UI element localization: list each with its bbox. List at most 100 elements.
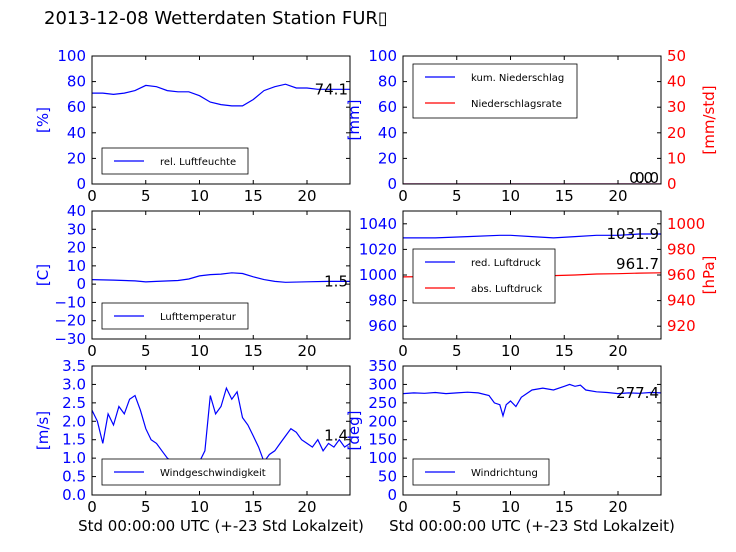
ytick-label-temperature-0: −30 — [54, 330, 86, 348]
legend-box-precip — [412, 63, 578, 119]
legend-humidity: rel. Luftfeuchte — [101, 147, 249, 175]
legend-pressure: red. Luftdruck abs. Luftdruck — [412, 248, 556, 304]
y2tick-label-precip-4: 40 — [667, 73, 686, 91]
xtick-label-winddir-4: 20 — [608, 498, 627, 516]
ytick-label-humidity-1: 20 — [67, 149, 86, 167]
ytick-label-winddir-6: 300 — [368, 375, 397, 393]
series-humidity-0 — [92, 83, 350, 107]
legend-winddir: Windrichtung — [412, 458, 550, 486]
legend-windspeed: Windgeschwindigkeit — [101, 458, 281, 486]
y2tick-label-pressure-1: 940 — [667, 292, 696, 310]
y2tick-label-pressure-3: 980 — [667, 240, 696, 258]
xtick-label-humidity-1: 5 — [141, 187, 151, 205]
ytick-label-pressure-2: 1000 — [359, 266, 397, 284]
panel-pressure: 0 5 10 15 20 960 980 1000 1020 1040 920 940 960 980 10… — [359, 210, 718, 360]
ytick-label-humidity-3: 60 — [67, 98, 86, 116]
ytick-label-pressure-4: 1040 — [359, 215, 397, 233]
axes-frame-precip — [402, 55, 662, 185]
ytick-label-precip-5: 100 — [368, 47, 397, 65]
legend-label-precip-0: kum. Niederschlag — [471, 73, 564, 84]
xtick-label-windspeed-2: 10 — [190, 498, 209, 516]
y2tick-label-precip-3: 30 — [667, 98, 686, 116]
legend-temperature: Lufttemperatur — [101, 302, 249, 330]
xtick-label-precip-2: 10 — [501, 187, 520, 205]
series-pressure-0 — [403, 233, 661, 239]
y2tick-label-precip-1: 10 — [667, 149, 686, 167]
figure-title: 2013-12-08 Wetterdaten Station FUR▯ — [44, 8, 388, 29]
y2tick-label-pressure-4: 1000 — [667, 215, 705, 233]
axes-frame-temperature — [91, 210, 351, 340]
last-value2-precip: 0.0 — [629, 169, 653, 187]
xtick-label-temperature-0: 0 — [87, 342, 97, 360]
xtick-label-pressure-0: 0 — [398, 342, 408, 360]
xlabel-windspeed: Std 00:00:00 UTC (+-23 Std Lokalzeit) — [78, 517, 364, 535]
ytick-label-winddir-2: 100 — [368, 449, 397, 467]
ytick-label-precip-0: 0 — [387, 175, 397, 193]
xtick-label-precip-0: 0 — [398, 187, 408, 205]
xtick-label-windspeed-3: 15 — [244, 498, 263, 516]
ytick-label-temperature-7: 40 — [67, 202, 86, 220]
ytick-label-temperature-5: 20 — [67, 239, 86, 257]
last-value-pressure: 1031.9 — [607, 225, 660, 243]
ytick-label-precip-4: 80 — [378, 73, 397, 91]
ytick-label-windspeed-3: 1.5 — [62, 431, 86, 449]
ytick-label-humidity-0: 0 — [76, 175, 86, 193]
ytick-label-winddir-5: 250 — [368, 394, 397, 412]
xtick-label-precip-4: 20 — [608, 187, 627, 205]
xtick-label-temperature-2: 10 — [190, 342, 209, 360]
legend-box-pressure — [412, 248, 556, 304]
xtick-label-winddir-3: 15 — [555, 498, 574, 516]
ylabel-windspeed: [m/s] — [34, 411, 52, 450]
ytick-label-winddir-3: 150 — [368, 431, 397, 449]
ytick-label-temperature-3: 0 — [76, 275, 86, 293]
legend-label-temperature-0: Lufttemperatur — [160, 312, 237, 323]
xtick-label-winddir-0: 0 — [398, 498, 408, 516]
ytick-label-temperature-4: 10 — [67, 257, 86, 275]
ytick-label-windspeed-1: 0.5 — [62, 468, 86, 486]
ytick-label-winddir-4: 200 — [368, 412, 397, 430]
xtick-label-winddir-1: 5 — [452, 498, 462, 516]
y2tick-label-pressure-2: 960 — [667, 266, 696, 284]
y2tick-label-precip-2: 20 — [667, 124, 686, 142]
panel-humidity: 0 5 10 15 20 0 20 40 60 80 100 [%] 74.1 rel. Luftfeuc… — [34, 47, 351, 205]
ytick-label-pressure-1: 980 — [368, 292, 397, 310]
ytick-label-winddir-7: 350 — [368, 357, 397, 375]
last-value-precip: 0.0 — [635, 169, 659, 187]
xtick-label-pressure-1: 5 — [452, 342, 462, 360]
ytick-label-windspeed-5: 2.5 — [62, 394, 86, 412]
series-windspeed-0 — [92, 386, 350, 482]
y2label-precip: [mm/std] — [700, 85, 718, 154]
xtick-label-humidity-2: 10 — [190, 187, 209, 205]
xtick-label-humidity-4: 20 — [297, 187, 316, 205]
xtick-label-pressure-3: 15 — [555, 342, 574, 360]
ytick-label-windspeed-4: 2.0 — [62, 412, 86, 430]
ytick-label-pressure-0: 960 — [368, 317, 397, 335]
ylabel-temperature: [C] — [34, 264, 52, 286]
axes-frame-windspeed — [91, 365, 351, 496]
panel-precip: 0 5 10 15 20 0 20 40 60 80 100 0 10 20 30 40 50 [mm] [mm/s… — [345, 47, 718, 205]
series-winddir-0 — [403, 383, 661, 418]
ytick-label-humidity-5: 100 — [57, 47, 86, 65]
legend-label-precip-1: Niederschlagsrate — [471, 99, 562, 110]
xtick-label-temperature-3: 15 — [244, 342, 263, 360]
ytick-label-temperature-1: −20 — [54, 312, 86, 330]
y2tick-label-precip-0: 0 — [667, 175, 677, 193]
ytick-label-windspeed-7: 3.5 — [62, 357, 86, 375]
y2tick-label-precip-5: 50 — [667, 47, 686, 65]
xtick-label-humidity-3: 15 — [244, 187, 263, 205]
legend-precip: kum. Niederschlag Niederschlagsrate — [412, 63, 578, 119]
xlabel-winddir: Std 00:00:00 UTC (+-23 Std Lokalzeit) — [389, 517, 675, 535]
ytick-label-windspeed-2: 1.0 — [62, 449, 86, 467]
legend-label-pressure-1: abs. Luftdruck — [471, 284, 542, 295]
ylabel-precip: [mm] — [345, 100, 363, 141]
legend-label-pressure-0: red. Luftdruck — [471, 258, 541, 269]
legend-label-humidity-0: rel. Luftfeuchte — [160, 157, 236, 168]
ytick-label-temperature-6: 30 — [67, 220, 86, 238]
xtick-label-windspeed-4: 20 — [297, 498, 316, 516]
xtick-label-precip-1: 5 — [452, 187, 462, 205]
ytick-label-windspeed-6: 3.0 — [62, 375, 86, 393]
ytick-label-precip-1: 20 — [378, 149, 397, 167]
